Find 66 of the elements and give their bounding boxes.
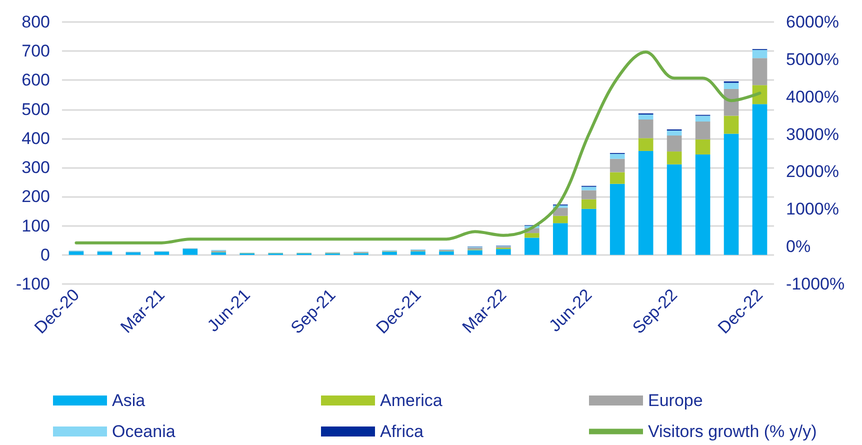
bar xyxy=(695,139,710,154)
y-tick-label: 100 xyxy=(22,216,50,236)
bar xyxy=(68,251,84,255)
legend-label: Asia xyxy=(112,391,146,410)
y2-tick-label: 0% xyxy=(786,237,811,256)
bar xyxy=(666,152,682,164)
bar xyxy=(666,164,682,255)
y-tick-label: -100 xyxy=(16,274,50,294)
y-tick-label: 400 xyxy=(22,128,50,148)
bar xyxy=(581,186,596,190)
bar xyxy=(638,120,654,138)
bar xyxy=(211,252,226,255)
bar xyxy=(524,238,540,255)
bar xyxy=(638,138,654,151)
y-tick-label: 300 xyxy=(22,158,50,178)
bar xyxy=(154,252,170,255)
bar xyxy=(752,50,768,58)
bar xyxy=(552,216,568,224)
y-tick-label: 0 xyxy=(40,245,50,264)
bar xyxy=(496,249,511,255)
y-tick-label: 600 xyxy=(22,70,50,90)
bar xyxy=(695,154,710,255)
bar xyxy=(552,223,568,255)
y-tick-label: 700 xyxy=(22,42,50,61)
bar xyxy=(610,158,625,172)
bar xyxy=(610,154,625,159)
y2-tick-label: 1000% xyxy=(786,200,839,219)
bar xyxy=(752,104,768,255)
bar xyxy=(97,252,112,255)
bar xyxy=(382,252,397,255)
y-tick-label: 200 xyxy=(22,187,50,206)
bar xyxy=(126,252,141,255)
bar xyxy=(695,122,710,140)
y2-tick-label: 3000% xyxy=(786,124,839,144)
legend-label: Europe xyxy=(648,391,703,410)
bar xyxy=(182,248,198,255)
bar xyxy=(524,233,540,238)
bar xyxy=(666,136,682,152)
legend-label: America xyxy=(380,391,443,410)
bar xyxy=(468,250,482,255)
y-tick-label: 800 xyxy=(22,12,50,32)
bar xyxy=(724,82,739,89)
y-tick-label: 500 xyxy=(22,100,50,119)
bar xyxy=(724,116,739,134)
legend-label: Oceania xyxy=(112,422,176,441)
y2-tick-label: 6000% xyxy=(786,12,839,32)
bar xyxy=(439,251,454,255)
y2-tick-label: -1000% xyxy=(786,274,845,294)
line-series xyxy=(74,50,762,244)
bar xyxy=(638,114,654,120)
bar xyxy=(695,116,710,122)
bar xyxy=(638,150,654,255)
legend-label: Visitors growth (% y/y) xyxy=(648,422,817,441)
y2-tick-label: 2000% xyxy=(786,162,839,182)
bar xyxy=(581,199,596,209)
bar xyxy=(724,134,739,255)
bar xyxy=(581,190,596,200)
bar xyxy=(410,251,426,255)
bar xyxy=(610,184,625,255)
bar xyxy=(581,208,596,255)
bar xyxy=(666,130,682,136)
bar xyxy=(752,58,768,86)
bar xyxy=(610,172,625,184)
legend-label: Africa xyxy=(380,422,424,441)
y2-tick-label: 4000% xyxy=(786,87,839,106)
y2-tick-label: 5000% xyxy=(786,50,839,69)
